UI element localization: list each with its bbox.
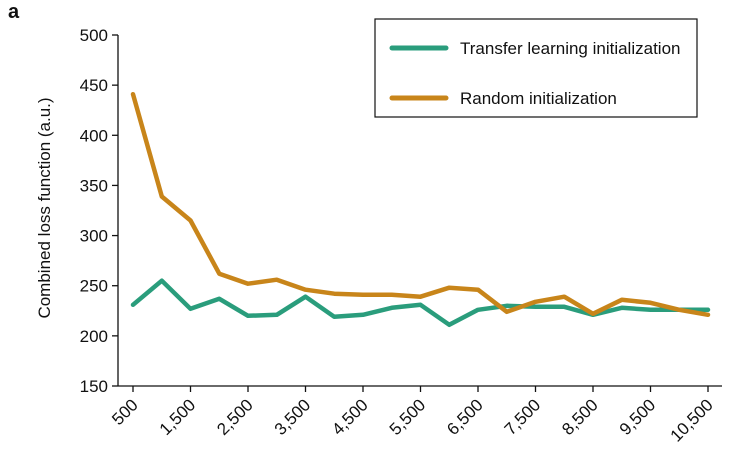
y-axis-title: Combined loss function (a.u.) — [35, 97, 54, 318]
y-tick-label: 400 — [80, 126, 108, 145]
x-tick-label: 5,500 — [386, 395, 430, 439]
legend-box — [374, 18, 698, 118]
y-tick-label: 200 — [80, 327, 108, 346]
x-tick-label: 6,500 — [443, 395, 487, 439]
x-tick-label: 1,500 — [156, 395, 200, 439]
y-tick-label: 250 — [80, 277, 108, 296]
x-tick-label: 3,500 — [271, 395, 315, 439]
y-tick-label: 450 — [80, 76, 108, 95]
x-tick-label: 4,500 — [328, 395, 372, 439]
y-tick-label: 150 — [80, 377, 108, 396]
series-layer — [130, 91, 711, 328]
y-tick-label: 500 — [80, 26, 108, 45]
series-line — [130, 91, 711, 318]
legend: Transfer learning initialization Random i… — [374, 18, 698, 118]
series-line — [130, 278, 711, 328]
y-tick-label: 300 — [80, 227, 108, 246]
x-tick-label: 2,500 — [213, 395, 257, 439]
x-tick-label: 10,500 — [667, 395, 717, 445]
x-tick-label: 9,500 — [616, 395, 660, 439]
y-tick-label: 350 — [80, 176, 108, 195]
x-tick-label: 7,500 — [501, 395, 545, 439]
panel-label: a — [8, 1, 20, 23]
x-tick-label: 500 — [108, 395, 141, 428]
legend-label: Transfer learning initialization — [460, 39, 680, 58]
x-tick-label: 8,500 — [558, 395, 602, 439]
legend-label: Random initialization — [460, 89, 617, 108]
